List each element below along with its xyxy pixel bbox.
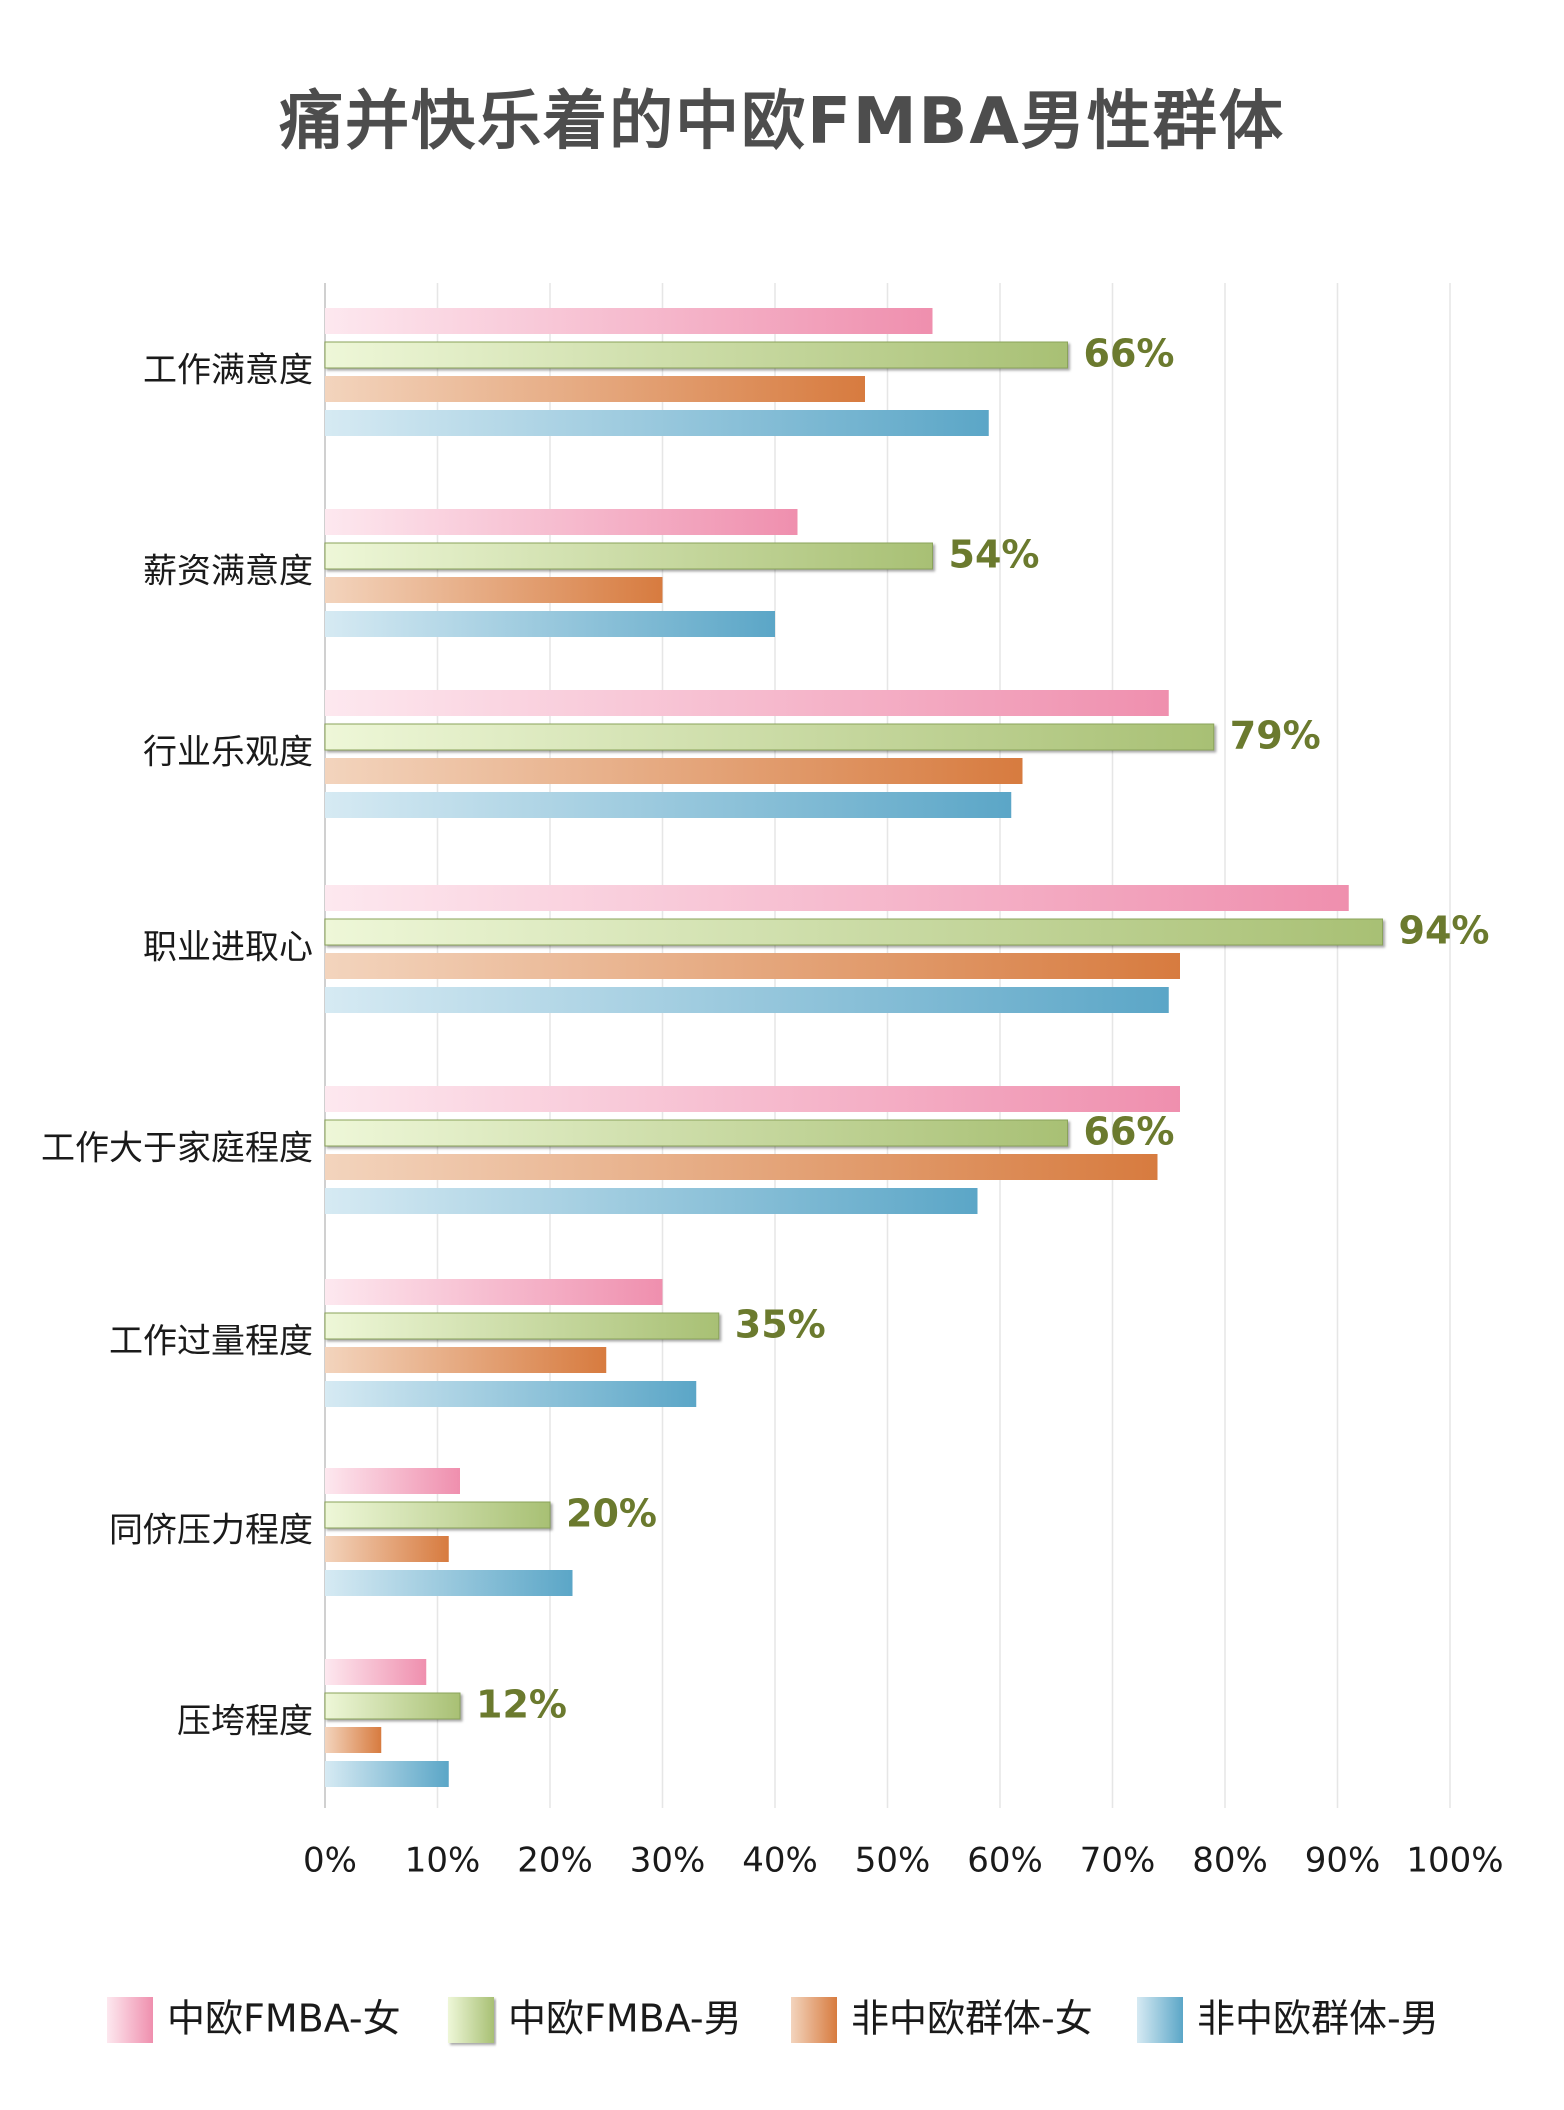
bar-1-4 <box>325 885 1349 911</box>
bar-2-2 <box>324 542 933 570</box>
category-label: 工作过量程度 <box>109 1322 313 1362</box>
chart-title: 痛并快乐着的中欧FMBA男性群体 <box>279 85 1285 159</box>
bar-2-8 <box>324 1692 461 1720</box>
x-tick-label: 90% <box>1305 1841 1381 1881</box>
bar-1-8 <box>325 1659 427 1685</box>
x-tick-label: 70% <box>1080 1841 1156 1881</box>
bar-1-1 <box>325 308 933 334</box>
legend: 中欧FMBA-女 中欧FMBA-男 非中欧群体-女 非中欧群体-男 <box>107 1997 1439 2043</box>
bar-3-8 <box>325 1727 382 1753</box>
bar-3-2 <box>325 577 663 603</box>
x-tick-label: 10% <box>405 1841 481 1881</box>
bar-2-4 <box>324 918 1383 946</box>
bar-2-7 <box>324 1501 551 1529</box>
bar-4-1 <box>325 410 989 436</box>
data-label: 79% <box>1230 714 1321 758</box>
bar-4-4 <box>325 987 1169 1013</box>
category-label: 工作满意度 <box>143 351 313 391</box>
legend-label: 非中欧群体-女 <box>851 1997 1093 2041</box>
bar-1-5 <box>325 1086 1180 1112</box>
data-label: 20% <box>566 1492 657 1536</box>
bar-2-5 <box>324 1119 1068 1147</box>
x-tick-label: 20% <box>517 1841 593 1881</box>
bar-4-8 <box>325 1761 449 1787</box>
data-label: 94% <box>1399 909 1490 953</box>
bar-3-5 <box>325 1154 1158 1180</box>
legend-label: 中欧FMBA-女 <box>167 1997 401 2041</box>
bar-3-1 <box>325 376 865 402</box>
legend-swatch <box>1137 1997 1183 2043</box>
x-tick-label: 0% <box>303 1841 357 1881</box>
category-label: 薪资满意度 <box>143 552 313 592</box>
legend-swatch <box>791 1997 837 2043</box>
grid-lines <box>324 283 1451 1808</box>
bars <box>324 308 1383 1787</box>
bar-1-3 <box>325 690 1169 716</box>
data-labels: 66% 54% 79% 94% 66% 35% 20% 12% <box>476 332 1489 1727</box>
data-label: 12% <box>476 1683 567 1727</box>
bar-4-3 <box>325 792 1012 818</box>
bar-4-5 <box>325 1188 978 1214</box>
x-tick-label: 100% <box>1406 1841 1503 1881</box>
bar-2-1 <box>324 341 1068 369</box>
legend-swatch <box>448 1997 494 2043</box>
bar-3-4 <box>325 953 1180 979</box>
category-labels: 工作满意度薪资满意度行业乐观度职业进取心工作大于家庭程度工作过量程度同侪压力程度… <box>41 351 313 1742</box>
x-tick-label: 60% <box>967 1841 1043 1881</box>
data-label: 66% <box>1084 332 1175 376</box>
category-label: 行业乐观度 <box>143 733 313 773</box>
bar-4-7 <box>325 1570 573 1596</box>
x-axis-ticks: 0% 10% 20% 30% 40% 50% 60% 70% 80% 90% 100% <box>303 1841 1504 1881</box>
bar-3-7 <box>325 1536 449 1562</box>
bar-1-6 <box>325 1279 663 1305</box>
bar-2-6 <box>324 1312 720 1340</box>
category-label: 工作大于家庭程度 <box>41 1129 313 1169</box>
data-label: 35% <box>735 1303 826 1347</box>
category-label: 压垮程度 <box>177 1702 313 1742</box>
legend-label: 中欧FMBA-男 <box>508 1997 742 2041</box>
legend-swatch <box>107 1997 153 2043</box>
bar-1-7 <box>325 1468 460 1494</box>
data-label: 54% <box>949 533 1040 577</box>
bar-2-3 <box>324 723 1215 751</box>
category-label: 同侪压力程度 <box>109 1511 313 1551</box>
bar-1-2 <box>325 509 798 535</box>
category-label: 职业进取心 <box>143 928 313 968</box>
bar-4-2 <box>325 611 775 637</box>
x-tick-label: 80% <box>1192 1841 1268 1881</box>
x-tick-label: 50% <box>855 1841 931 1881</box>
x-tick-label: 40% <box>742 1841 818 1881</box>
x-tick-label: 30% <box>630 1841 706 1881</box>
bar-4-6 <box>325 1381 697 1407</box>
bar-3-6 <box>325 1347 607 1373</box>
data-label: 66% <box>1084 1110 1175 1154</box>
bar-3-3 <box>325 758 1023 784</box>
legend-label: 非中欧群体-男 <box>1197 1997 1439 2041</box>
